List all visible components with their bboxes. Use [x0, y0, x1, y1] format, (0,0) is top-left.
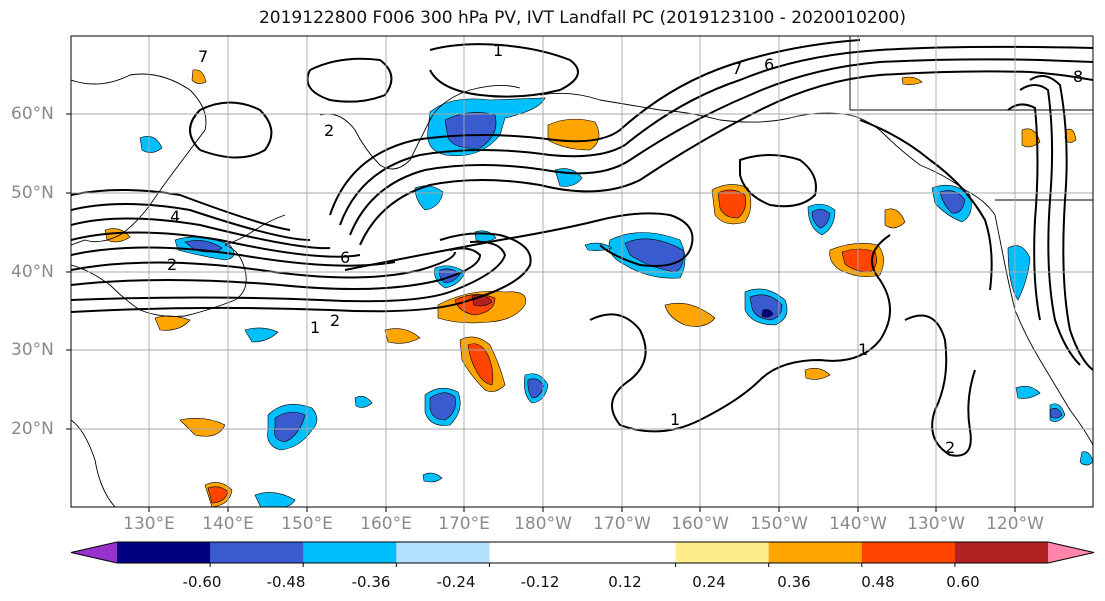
graticule: [71, 36, 1093, 507]
map-title: 2019122800 F006 300 hPa PV, IVT Landfall…: [258, 8, 906, 28]
contour-label: 1: [670, 410, 680, 429]
lat-label: 20°N: [11, 419, 54, 439]
lon-label: 130°E: [123, 514, 175, 534]
coastlines: [71, 36, 1093, 507]
colorbar-tick-label: 0.48: [861, 573, 895, 591]
colorbar-tick-label: -0.60: [182, 573, 222, 591]
lon-label: 160°E: [360, 514, 412, 534]
lon-label: 150°E: [281, 514, 333, 534]
colorbar-tick-label: -0.48: [266, 573, 306, 591]
contour-label: 1: [493, 41, 503, 60]
colorbar-tick-label: -0.36: [351, 573, 391, 591]
colorbar-segment: [303, 542, 397, 563]
colorbar-tick-label: 0.60: [946, 573, 980, 591]
colorbar-tick-label: -0.12: [520, 573, 560, 591]
pv-contours: [71, 39, 1093, 457]
contour-label: 7: [198, 47, 208, 66]
lon-label: 170°E: [438, 514, 490, 534]
contour-label: 2: [330, 311, 340, 330]
colorbar-extend-high: [1048, 542, 1094, 563]
contour-label: 1: [858, 340, 868, 359]
contour-label: 8: [1073, 67, 1083, 86]
colorbar-segment: [210, 542, 304, 563]
contour-label: 2: [324, 121, 334, 140]
colorbar-tick-label: 0.12: [608, 573, 642, 591]
lat-label: 60°N: [11, 104, 54, 124]
colorbar-tick-label: 0.36: [777, 573, 811, 591]
colorbar-segment: [861, 542, 956, 563]
axis-ticks: [66, 113, 1016, 512]
lon-label: 180°W: [514, 514, 572, 534]
colorbar-segment: [675, 542, 770, 563]
colorbar-tick-label: -0.24: [436, 573, 476, 591]
ivt-anomaly-fill: [104, 69, 1093, 507]
colorbar-segment: [954, 542, 1049, 563]
lat-label: 50°N: [11, 183, 54, 203]
lon-label: 150°W: [750, 514, 808, 534]
lon-label: 120°W: [986, 514, 1044, 534]
colorbar-segment: [117, 542, 211, 563]
contour-label: 2: [167, 255, 177, 274]
colorbar-segment: [489, 542, 583, 563]
lon-label: 170°W: [593, 514, 651, 534]
contour-label: 6: [764, 55, 774, 74]
lat-label: 30°N: [11, 340, 54, 360]
lat-label: 40°N: [11, 262, 54, 282]
contour-labels: 1 2 4 6 7 8 1 2 6 7 1 2 1 2: [167, 41, 1083, 457]
contour-label: 2: [945, 438, 955, 457]
lon-label: 140°W: [829, 514, 887, 534]
colorbar: [70, 541, 1095, 567]
colorbar-segment: [582, 542, 677, 563]
lon-label: 160°W: [671, 514, 729, 534]
colorbar-segment: [396, 542, 490, 563]
colorbar-outline: [70, 541, 1095, 564]
lon-label: 140°E: [202, 514, 254, 534]
lon-label: 130°W: [907, 514, 965, 534]
colorbar-segment: [768, 542, 863, 563]
contour-label: 1: [310, 318, 320, 337]
contour-label: 7: [732, 59, 742, 78]
contour-label: 4: [170, 207, 180, 226]
contour-label: 6: [340, 248, 350, 267]
colorbar-tick-label: 0.24: [692, 573, 726, 591]
colorbar-extend-low: [71, 542, 117, 563]
map-background: [71, 36, 1093, 507]
